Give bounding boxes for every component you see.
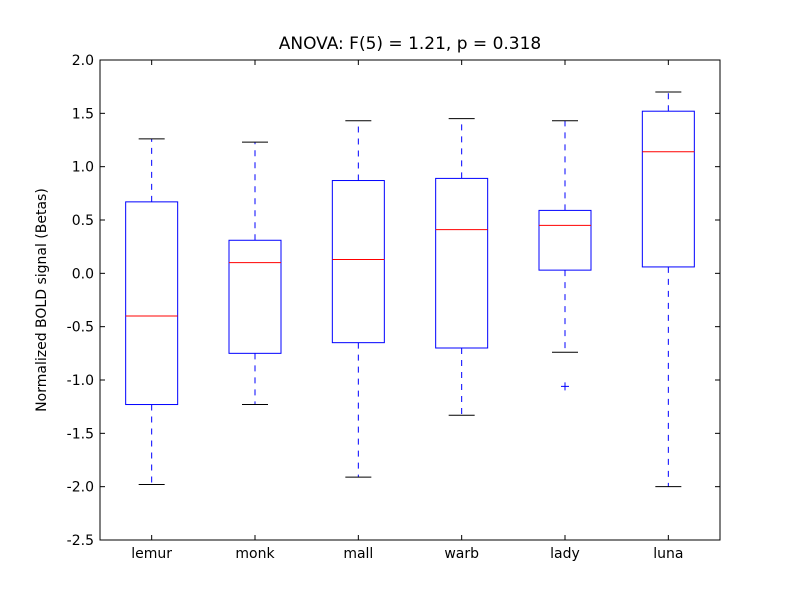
y-tick-label: 1.0 — [72, 160, 94, 176]
box-lady — [538, 209, 592, 271]
y-tick-label: 0.0 — [72, 266, 94, 282]
y-axis-label: Normalized BOLD signal (Betas) — [34, 188, 50, 412]
x-tick-label: monk — [235, 546, 275, 562]
chart-title: ANOVA: F(5) = 1.21, p = 0.318 — [279, 34, 542, 54]
box-lemur — [125, 201, 179, 406]
x-tick-label: warb — [444, 546, 479, 562]
y-tick-label: -2.5 — [67, 533, 94, 549]
y-tick-label: 2.0 — [72, 53, 94, 69]
y-tick-label: -2.0 — [67, 480, 94, 496]
y-tick-label: 1.5 — [72, 106, 94, 122]
y-tick-label: 0.5 — [72, 213, 94, 229]
y-tick-label: -1.5 — [67, 426, 94, 442]
axes-frame — [99, 59, 721, 541]
plot-area: -2.5 -2.0 -1.5 -1.0 -0.5 0.0 0.5 1.0 1.5 2.0 lemur… — [67, 53, 720, 562]
box-mall — [331, 180, 385, 344]
outlier-point — [561, 382, 569, 391]
box-monk — [228, 239, 282, 354]
x-tick-label: lady — [550, 546, 580, 562]
box-luna — [641, 110, 695, 268]
y-tick-label: -0.5 — [67, 320, 94, 336]
x-tick-label: mall — [343, 546, 373, 562]
y-tick-label: -1.0 — [67, 373, 94, 389]
x-tick-label: lemur — [131, 546, 172, 562]
x-tick-label: luna — [653, 546, 683, 562]
box-warb — [435, 177, 489, 349]
